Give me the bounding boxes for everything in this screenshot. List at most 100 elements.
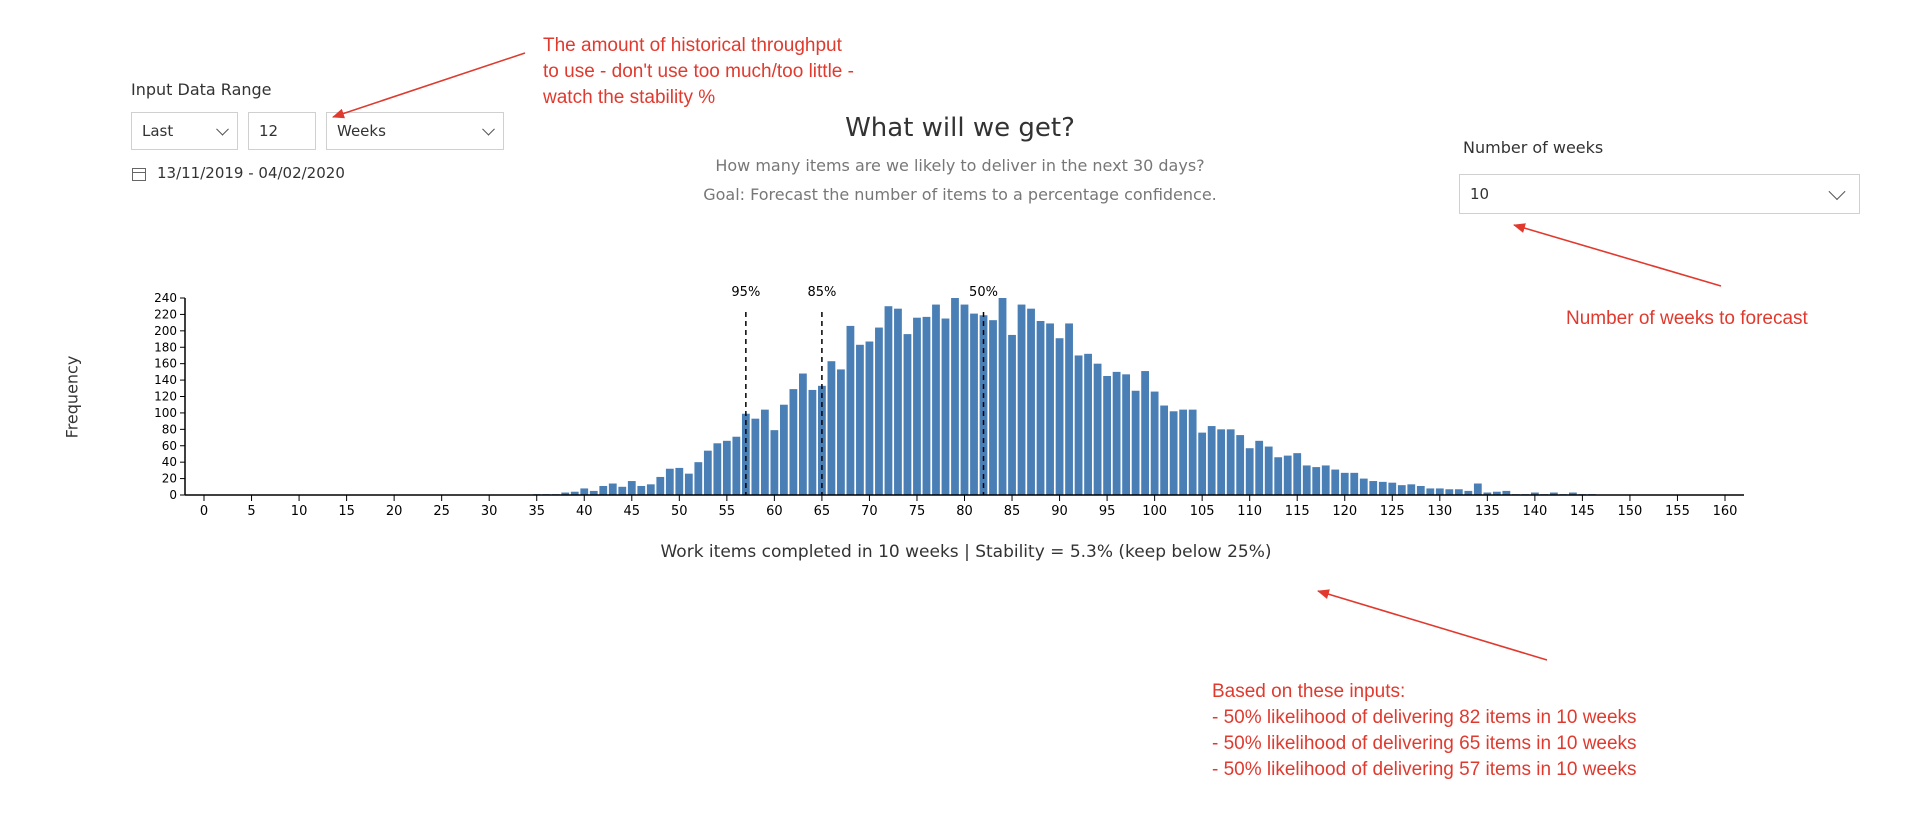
histogram-bar [1074, 355, 1083, 495]
histogram-bar [1302, 465, 1311, 495]
histogram-bar [1454, 489, 1463, 495]
histogram-bar [1426, 488, 1435, 495]
x-axis-label: Work items completed in 10 weeks | Stabi… [660, 542, 1272, 562]
x-tick-label: 5 [247, 504, 255, 519]
histogram-bar [789, 389, 798, 495]
histogram-bar [1435, 488, 1444, 495]
x-tick-label: 40 [576, 504, 593, 519]
x-tick-label: 135 [1475, 504, 1500, 519]
histogram-bar [1179, 409, 1188, 495]
histogram-bar [608, 483, 617, 495]
histogram-bar [599, 485, 608, 495]
number-of-weeks-select[interactable]: 10 [1459, 174, 1860, 214]
histogram-bar [884, 306, 893, 495]
histogram-bar [1388, 482, 1397, 495]
x-tick-label: 145 [1570, 504, 1595, 519]
histogram-bar [732, 436, 741, 495]
histogram-bar [770, 430, 779, 495]
x-tick-label: 95 [1099, 504, 1116, 519]
x-tick-label: 75 [909, 504, 926, 519]
histogram-bar [1492, 491, 1501, 495]
y-tick-label: 100 [154, 406, 177, 420]
input-data-range-label: Input Data Range [131, 80, 272, 99]
histogram-bar [998, 298, 1007, 495]
summary-annotation: Based on these inputs: - 50% likelihood … [1212, 679, 1637, 783]
x-tick-label: 140 [1522, 504, 1547, 519]
weeks-annotation: Number of weeks to forecast [1566, 308, 1808, 329]
summary-line: - 50% likelihood of delivering 57 items … [1212, 759, 1637, 780]
histogram-bar [1378, 481, 1387, 495]
histogram-bar [1283, 455, 1292, 495]
range-mode-select[interactable]: Last [131, 112, 238, 150]
histogram-bar [1093, 363, 1102, 495]
histogram-bar [1397, 485, 1406, 495]
x-tick-label: 115 [1285, 504, 1310, 519]
y-tick-label: 220 [154, 307, 177, 321]
histogram-bar [1416, 485, 1425, 495]
histogram-bar [808, 389, 817, 495]
histogram-bar [1198, 432, 1207, 495]
chart-axes: 0 20 40 60 80 100 120 140 160 180 200 220 240 0 5 10 15 2… [154, 291, 1744, 519]
histogram-bar [1122, 374, 1131, 495]
y-tick-label: 40 [162, 455, 177, 469]
y-tick-label: 160 [154, 357, 177, 371]
histogram-bar [856, 344, 864, 495]
histogram-bar [1321, 465, 1330, 495]
histogram-bar [865, 341, 874, 495]
x-tick-label: 45 [624, 504, 641, 519]
histogram-bar [646, 484, 655, 495]
histogram-bar [894, 308, 902, 495]
histogram-bar [960, 304, 969, 495]
histogram-bar [1027, 308, 1035, 495]
histogram-bar [1103, 375, 1111, 495]
histogram-bar [1530, 492, 1539, 495]
histogram-bar [1407, 484, 1416, 495]
range-unit-value: Weeks [337, 122, 386, 140]
histogram-bar [1245, 448, 1254, 495]
histogram-bar [675, 467, 684, 495]
percentile-label: 95% [731, 285, 760, 300]
page-title: What will we get? [845, 113, 1075, 143]
x-tick-label: 150 [1618, 504, 1643, 519]
histogram-bar [1160, 405, 1169, 495]
histogram-bar [618, 486, 627, 495]
percentile-label: 85% [807, 285, 836, 300]
histogram-bar [970, 313, 978, 495]
histogram-bar [941, 318, 950, 495]
histogram-bar [703, 450, 712, 495]
y-tick-label: 60 [162, 439, 177, 453]
histogram-bar [827, 361, 836, 495]
x-tick-label: 130 [1427, 504, 1452, 519]
range-annotation: The amount of historical throughput to u… [543, 33, 854, 111]
histogram-bar [1055, 338, 1064, 495]
x-tick-label: 70 [861, 504, 878, 519]
y-tick-label: 80 [162, 422, 177, 436]
histogram-bar [1350, 472, 1359, 495]
histogram-bar [722, 440, 731, 495]
range-count-value: 12 [259, 122, 279, 140]
histogram-bar [837, 369, 845, 495]
x-tick-label: 35 [528, 504, 545, 519]
x-tick-label: 30 [481, 504, 498, 519]
x-tick-label: 55 [719, 504, 736, 519]
summary-line: Based on these inputs: [1212, 681, 1406, 702]
range-count-input[interactable]: 12 [248, 112, 316, 150]
histogram-bar [1568, 492, 1577, 495]
histogram-bar [637, 485, 646, 495]
range-annotation-line: The amount of historical throughput [543, 35, 842, 56]
histogram-bar [875, 327, 883, 495]
histogram-bar [1207, 426, 1216, 495]
histogram-bar [1188, 409, 1197, 495]
histogram-bar [779, 404, 788, 495]
histogram-bar [570, 491, 579, 495]
histogram-bar [1150, 391, 1159, 495]
histogram-bar [751, 418, 760, 495]
histogram-bar [1483, 492, 1492, 495]
histogram-bar [1046, 323, 1054, 495]
range-unit-select[interactable]: Weeks [326, 112, 504, 150]
histogram-bar [1473, 483, 1482, 495]
histogram-bar [1065, 323, 1073, 495]
histogram-bar [1017, 304, 1026, 495]
histogram-bar [760, 409, 769, 495]
